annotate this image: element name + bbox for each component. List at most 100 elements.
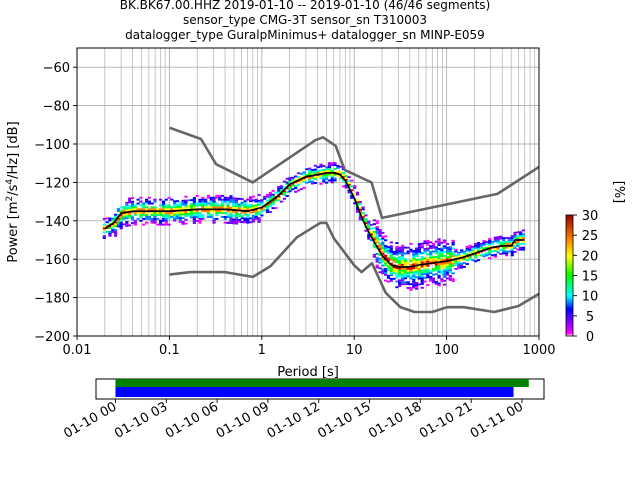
psd-heatmap-cell xyxy=(184,205,188,208)
psd-heatmap-cell xyxy=(454,254,458,257)
psd-heatmap-cell xyxy=(395,251,399,254)
psd-heatmap-cell xyxy=(384,270,388,272)
psd-heatmap-cell xyxy=(234,199,239,202)
psd-heatmap-cell xyxy=(414,247,419,250)
psd-heatmap-cell xyxy=(229,216,233,219)
psd-heatmap-cell xyxy=(142,208,146,211)
psd-heatmap-cell xyxy=(386,265,391,268)
psd-heatmap-cell xyxy=(507,250,512,253)
psd-heatmap-cell xyxy=(443,254,447,257)
psd-heatmap-cell xyxy=(251,195,256,198)
psd-heatmap-cell xyxy=(237,205,241,208)
psd-heatmap-cell xyxy=(229,210,233,213)
psd-heatmap-cell xyxy=(243,200,247,203)
psd-heatmap-cell xyxy=(229,195,233,198)
psd-heatmap-cell xyxy=(392,252,396,255)
psd-heatmap-cell xyxy=(336,166,340,169)
psd-heatmap-cell xyxy=(260,202,264,205)
psd-heatmap-cell xyxy=(119,217,123,220)
psd-heatmap-cell xyxy=(389,270,393,273)
psd-heatmap-cell xyxy=(173,213,177,216)
psd-heatmap-cell xyxy=(378,267,382,270)
psd-heatmap-cell xyxy=(218,206,222,209)
psd-heatmap-cell xyxy=(451,280,455,283)
psd-heatmap-cell xyxy=(440,278,444,281)
psd-heatmap-cell xyxy=(412,273,416,275)
psd-heatmap-cell xyxy=(499,252,503,255)
psd-heatmap-cell xyxy=(431,244,436,247)
psd-heatmap-cell xyxy=(420,286,424,289)
psd-heatmap-cell xyxy=(254,212,258,215)
psd-heatmap-cell xyxy=(384,256,388,259)
psd-heatmap-cell xyxy=(406,262,410,264)
psd-heatmap-cell xyxy=(324,175,329,178)
psd-heatmap-cell xyxy=(519,235,523,238)
psd-heatmap-cell xyxy=(389,277,393,280)
psd-heatmap-cell xyxy=(170,206,174,209)
psd-heatmap-cell xyxy=(265,211,270,214)
psd-heatmap-cell xyxy=(457,267,461,270)
psd-heatmap-cell xyxy=(462,250,467,253)
psd-heatmap-cell xyxy=(426,272,430,275)
psd-heatmap-cell xyxy=(102,235,106,238)
psd-heatmap-cell xyxy=(257,213,261,216)
psd-heatmap-cell xyxy=(130,206,135,209)
psd-heatmap-cell xyxy=(249,200,253,203)
psd-heatmap-cell xyxy=(437,247,441,250)
psd-heatmap-cell xyxy=(443,251,447,253)
psd-heatmap-cell xyxy=(167,223,171,226)
psd-heatmap-cell xyxy=(474,242,478,245)
psd-heatmap-cell xyxy=(423,251,427,254)
psd-heatmap-cell xyxy=(395,267,399,269)
psd-heatmap-cell xyxy=(296,178,301,180)
psd-heatmap-cell xyxy=(243,217,247,220)
psd-heatmap-cell xyxy=(316,175,320,178)
psd-heatmap-cell xyxy=(448,271,452,274)
psd-heatmap-cell xyxy=(330,164,334,167)
psd-heatmap-cell xyxy=(215,194,219,197)
psd-heatmap-cell xyxy=(139,200,143,203)
psd-heatmap-cell xyxy=(114,215,118,218)
psd-heatmap-cell xyxy=(189,210,194,213)
psd-heatmap-cell xyxy=(462,262,467,264)
psd-heatmap-cell xyxy=(212,219,216,222)
psd-heatmap-cell xyxy=(414,284,419,286)
psd-heatmap-cell xyxy=(159,214,163,216)
psd-heatmap-cell xyxy=(212,204,216,207)
psd-heatmap-cell xyxy=(285,187,289,190)
y-axis-label: Power [m2/s4/Hz] [dB] xyxy=(5,121,21,262)
psd-heatmap-cell xyxy=(400,267,405,270)
psd-heatmap-cell xyxy=(257,203,261,206)
psd-heatmap-cell xyxy=(108,234,112,237)
psd-heatmap-cell xyxy=(201,216,205,218)
psd-heatmap-cell xyxy=(412,269,416,272)
psd-heatmap-cell xyxy=(361,214,365,217)
psd-heatmap-cell xyxy=(459,249,464,252)
psd-heatmap-cell xyxy=(440,247,444,250)
psd-heatmap-cell xyxy=(308,171,312,174)
psd-heatmap-cell xyxy=(353,185,357,187)
psd-heatmap-cell xyxy=(381,272,385,275)
psd-heatmap-cell xyxy=(178,213,182,216)
psd-heatmap-cell xyxy=(161,208,166,211)
psd-heatmap-cell xyxy=(398,250,402,253)
psd-heatmap-cell xyxy=(445,277,450,280)
psd-heatmap-cell xyxy=(403,275,407,278)
psd-heatmap-cell xyxy=(437,242,441,245)
psd-heatmap-cell xyxy=(502,250,506,253)
psd-heatmap-cell xyxy=(448,257,452,260)
psd-heatmap-cell xyxy=(246,221,250,224)
psd-heatmap-cell xyxy=(448,248,452,251)
psd-heatmap-cell xyxy=(153,221,157,224)
psd-heatmap-cell xyxy=(403,258,407,261)
psd-heatmap-cell xyxy=(372,255,376,258)
psd-heatmap-cell xyxy=(322,180,326,183)
psd-heatmap-cell xyxy=(378,234,382,237)
psd-heatmap-cell xyxy=(164,198,168,201)
psd-heatmap-cell xyxy=(519,237,523,240)
psd-heatmap-cell xyxy=(220,198,225,201)
psd-heatmap-cell xyxy=(130,204,135,207)
psd-heatmap-cell xyxy=(254,204,258,207)
psd-heatmap-cell xyxy=(302,175,306,178)
psd-heatmap-cell xyxy=(398,246,402,249)
